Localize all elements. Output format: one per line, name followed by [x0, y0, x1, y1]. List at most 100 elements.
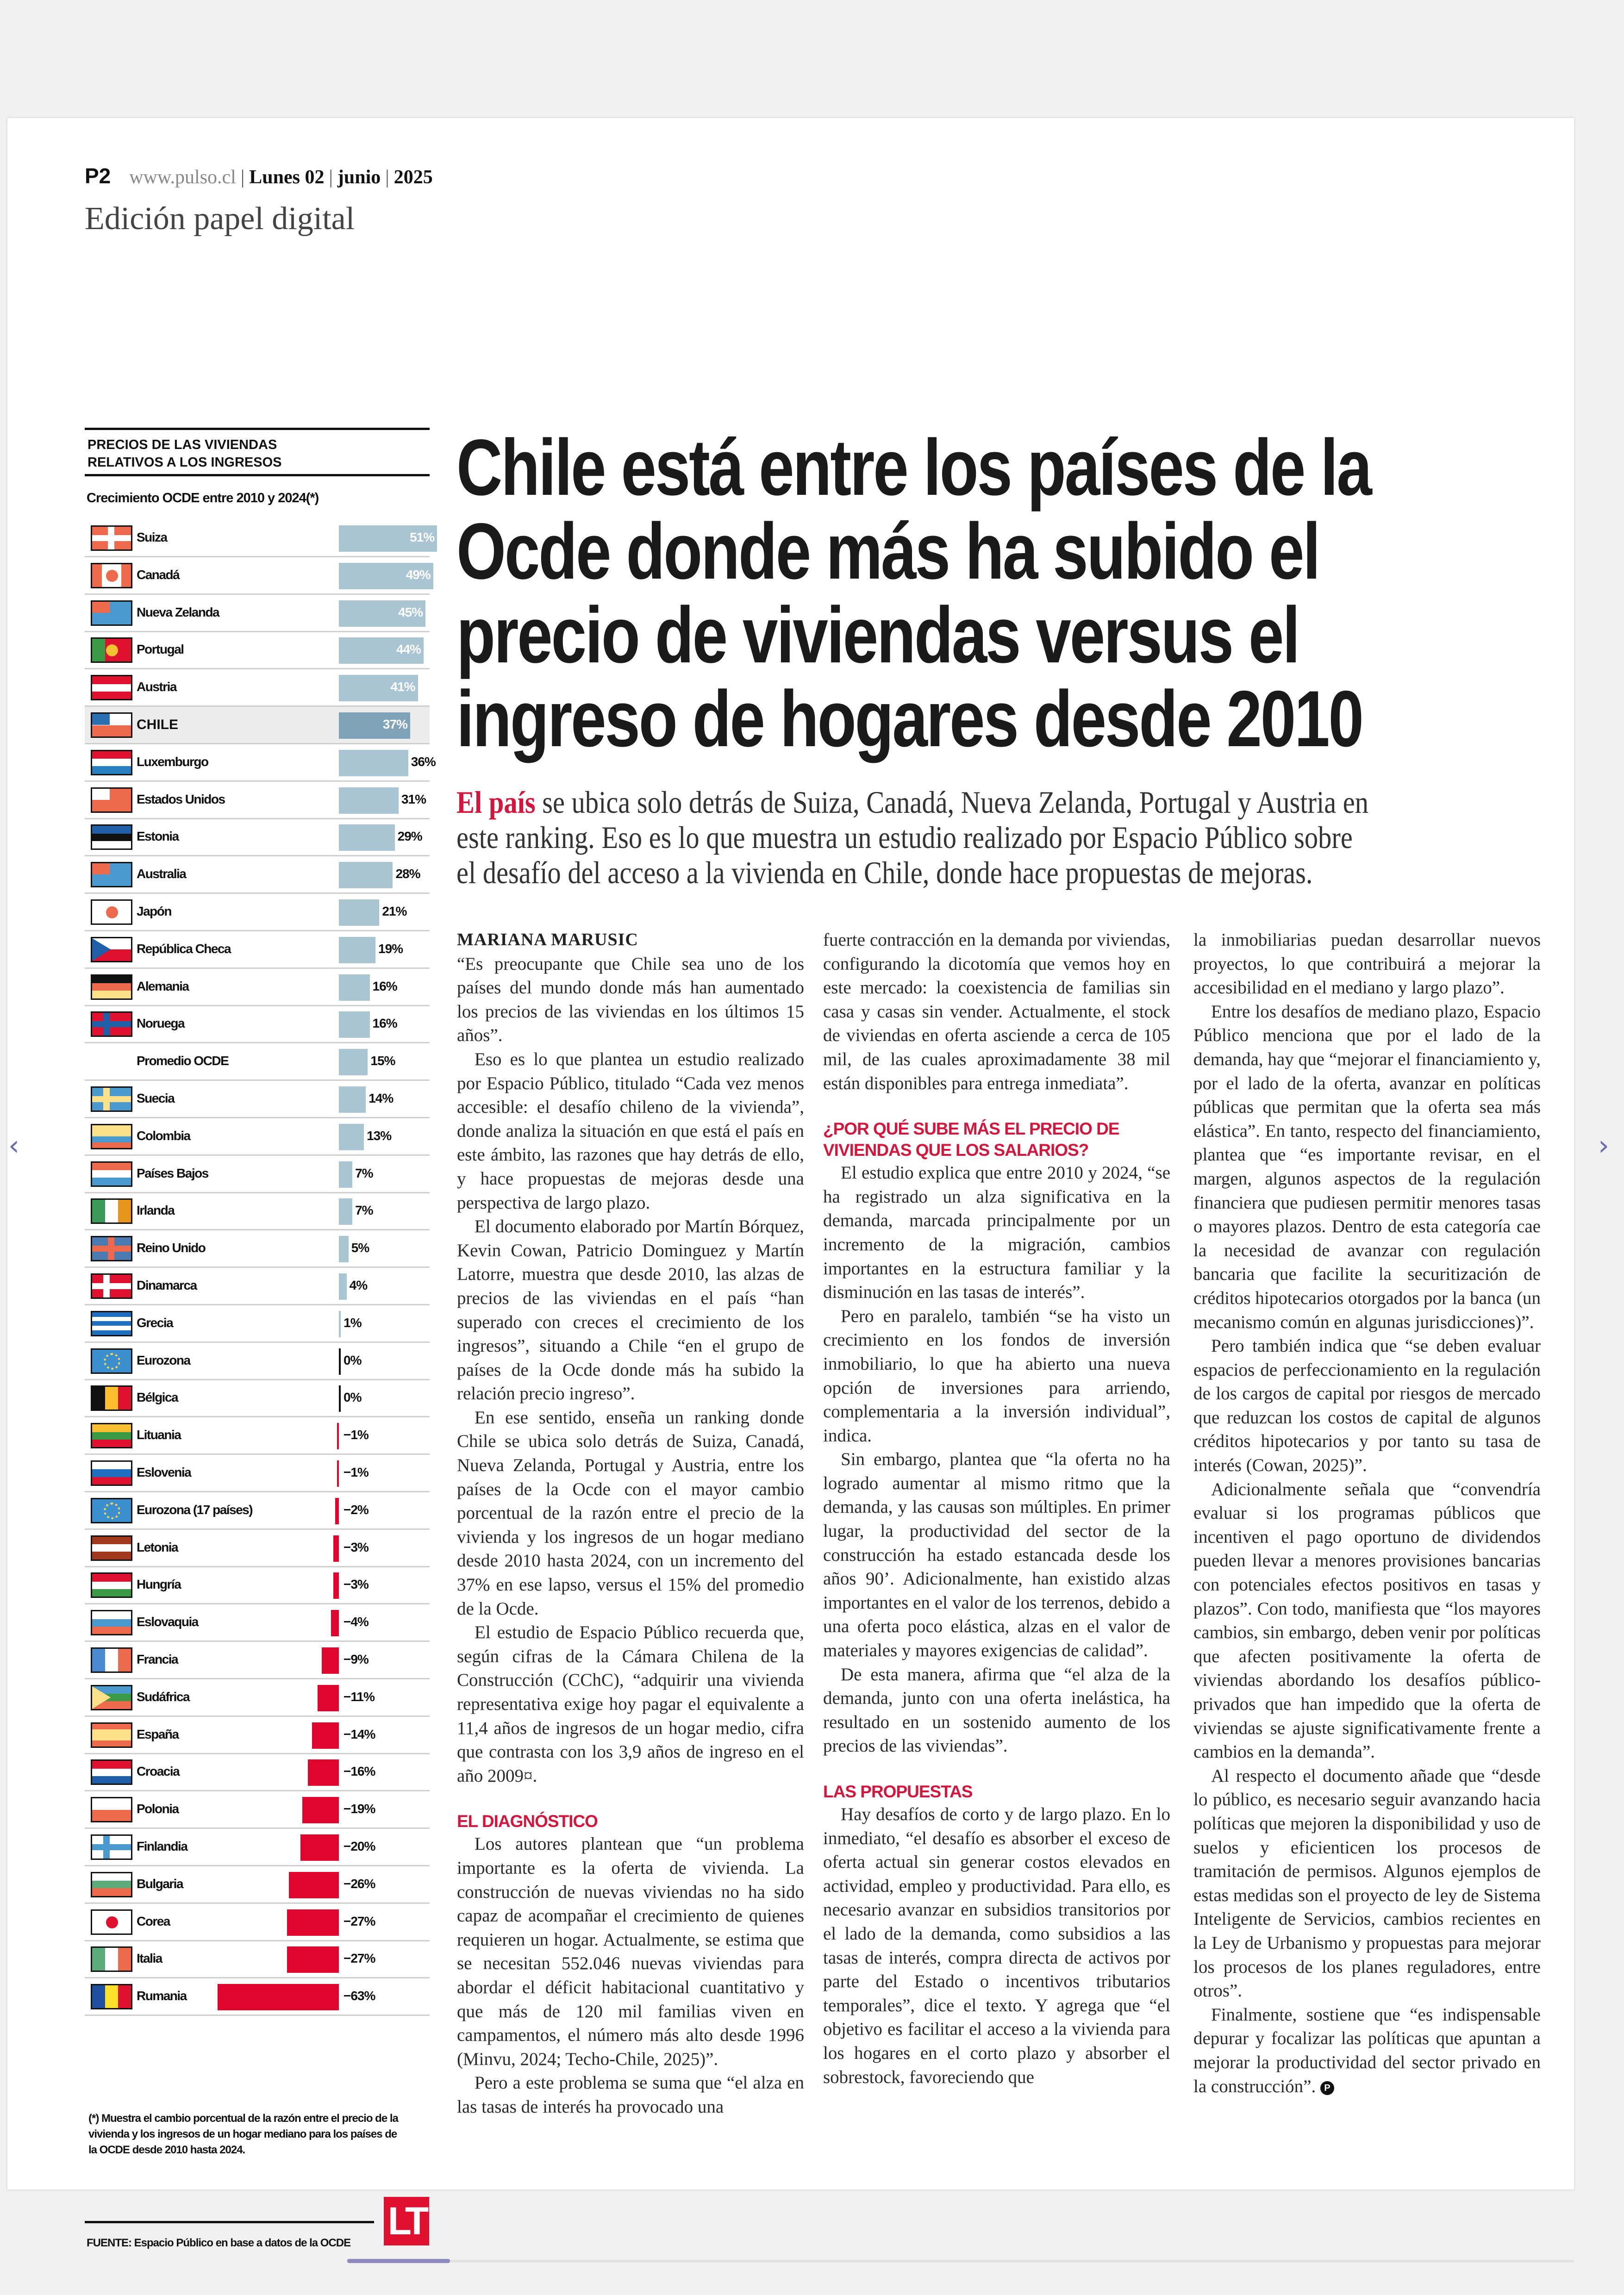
value-label: −4%	[344, 1615, 369, 1629]
chart-row: Polonia −19%	[85, 1791, 430, 1829]
bar	[318, 1684, 339, 1711]
flag-stripe	[92, 1469, 131, 1477]
flag-luxembourg-icon	[91, 749, 132, 775]
bar	[339, 1198, 353, 1225]
value-label: −11%	[344, 1689, 375, 1704]
bar	[337, 1423, 339, 1450]
country-label: Países Bajos	[137, 1166, 209, 1180]
article-column-3: la inmobiliarias puedan desarrollar nuev…	[1193, 928, 1541, 2098]
flag-eurozone-icon	[91, 1348, 132, 1374]
country-label: Reino Unido	[137, 1241, 206, 1255]
flag-eurozone-icon	[91, 1497, 132, 1523]
country-label: Nueva Zelanda	[137, 605, 220, 619]
flag-stripe	[92, 1552, 131, 1559]
value-label: 41%	[390, 680, 416, 694]
value-label: 45%	[398, 605, 423, 619]
chart-row: Francia −9%	[85, 1642, 430, 1679]
flag-stripe	[92, 1888, 131, 1896]
country-label: Irlanda	[137, 1203, 175, 1218]
chart-row: Países Bajos 7%	[85, 1156, 430, 1193]
value-label: 1%	[344, 1315, 362, 1330]
flag-norway-icon	[91, 1011, 132, 1037]
flag-slovenia-icon	[91, 1460, 132, 1486]
page-scrollbar[interactable]	[347, 2260, 1574, 2263]
chart-row: Suecia 14%	[85, 1081, 430, 1118]
country-label: Eslovenia	[137, 1465, 192, 1479]
value-label: −3%	[344, 1540, 369, 1554]
bar	[339, 974, 370, 1001]
site-url[interactable]: www.pulso.cl	[129, 167, 236, 188]
flag-stripe	[92, 639, 105, 662]
page-number: P2	[85, 164, 111, 188]
chart-row: Austria 41%	[85, 669, 430, 707]
value-label: 16%	[372, 979, 398, 993]
flag-portugal-icon	[91, 637, 132, 663]
country-label: Sudáfrica	[137, 1689, 190, 1704]
chart-row: Alemania 16%	[85, 969, 430, 1006]
flag-stripe	[92, 684, 131, 692]
flag-latvia-icon	[91, 1535, 132, 1561]
value-label: 19%	[378, 941, 403, 956]
author-byline: MARIANA MARUSIC	[457, 930, 638, 949]
chart-row: Eslovaquia −4%	[85, 1604, 430, 1642]
page-scrollbar-thumb[interactable]	[347, 2259, 450, 2263]
flag-croatia-icon	[91, 1759, 132, 1785]
chart-source: FUENTE: Espacio Público en base a datos …	[87, 2237, 351, 2249]
date-day: Lunes 02	[249, 167, 325, 188]
flag-stripe	[92, 1125, 131, 1131]
article-paragraph: El estudio explica que entre 2010 y 2024…	[823, 1163, 1170, 1303]
deck-line: el desafío del acceso a la vivienda en C…	[456, 855, 1313, 890]
flag-stripe	[118, 1985, 131, 2008]
country-label: España	[137, 1727, 179, 1741]
flag-stripe	[92, 1776, 131, 1784]
flag-stripe	[92, 1312, 131, 1317]
article-paragraph: Pero a este problema se suma que “el alz…	[457, 2073, 804, 2117]
value-label: 13%	[367, 1128, 392, 1143]
bar	[339, 675, 418, 702]
country-label: Suiza	[137, 530, 168, 544]
flag-germany-icon	[91, 974, 132, 1000]
chevron-right-icon[interactable]: ›	[1598, 1129, 1609, 1162]
article-paragraph: Pero también indica que “se deben evalua…	[1193, 1336, 1541, 1476]
country-label: CHILE	[137, 717, 178, 732]
country-label: Letonia	[137, 1540, 179, 1554]
flag-stripe	[92, 1142, 131, 1148]
country-label: Eurozona (17 países)	[137, 1502, 253, 1517]
flag-denmark-icon	[91, 1273, 132, 1299]
flag-finland-icon	[91, 1834, 132, 1860]
chart-row: Bélgica 0%	[85, 1380, 430, 1418]
bar	[339, 899, 380, 926]
bar	[339, 562, 433, 589]
value-label: −9%	[344, 1652, 369, 1666]
chart-row: CHILE 37%	[85, 707, 430, 744]
divider: |	[240, 167, 245, 188]
country-label: Polonia	[137, 1802, 179, 1816]
flag-stripe	[105, 1387, 118, 1410]
bar	[339, 1086, 366, 1113]
flag-stripe	[92, 1985, 105, 2008]
flag-stripe	[92, 676, 131, 684]
chart-row: Sudáfrica −11%	[85, 1679, 430, 1717]
divider: |	[385, 167, 389, 188]
chart-row: Eurozona 0%	[85, 1343, 430, 1380]
bar	[339, 600, 426, 627]
section-heading: ¿POR QUÉ SUBE MÁS EL PRECIO DE VIVIENDAS…	[823, 1119, 1120, 1160]
flag-canada-icon	[91, 562, 132, 588]
value-label: 37%	[382, 717, 408, 731]
country-label: Lituania	[137, 1428, 181, 1442]
flag-stripe	[92, 841, 131, 849]
flag-stripe	[92, 1136, 131, 1142]
flag-stripe	[105, 1948, 118, 1971]
value-label: 7%	[355, 1166, 373, 1180]
bar	[339, 1273, 347, 1300]
chart-row: Finlandia −20%	[85, 1829, 430, 1866]
flag-stripe	[118, 1387, 131, 1410]
chart-row: Dinamarca 4%	[85, 1268, 430, 1305]
flag-stripe	[92, 766, 131, 774]
country-label: República Checa	[137, 941, 231, 956]
value-label: −2%	[344, 1502, 369, 1517]
flag-stripe	[92, 1200, 105, 1223]
chevron-left-icon[interactable]: ‹	[8, 1129, 19, 1162]
flag-stripe	[92, 1611, 131, 1619]
flag-stripe	[92, 1330, 131, 1335]
